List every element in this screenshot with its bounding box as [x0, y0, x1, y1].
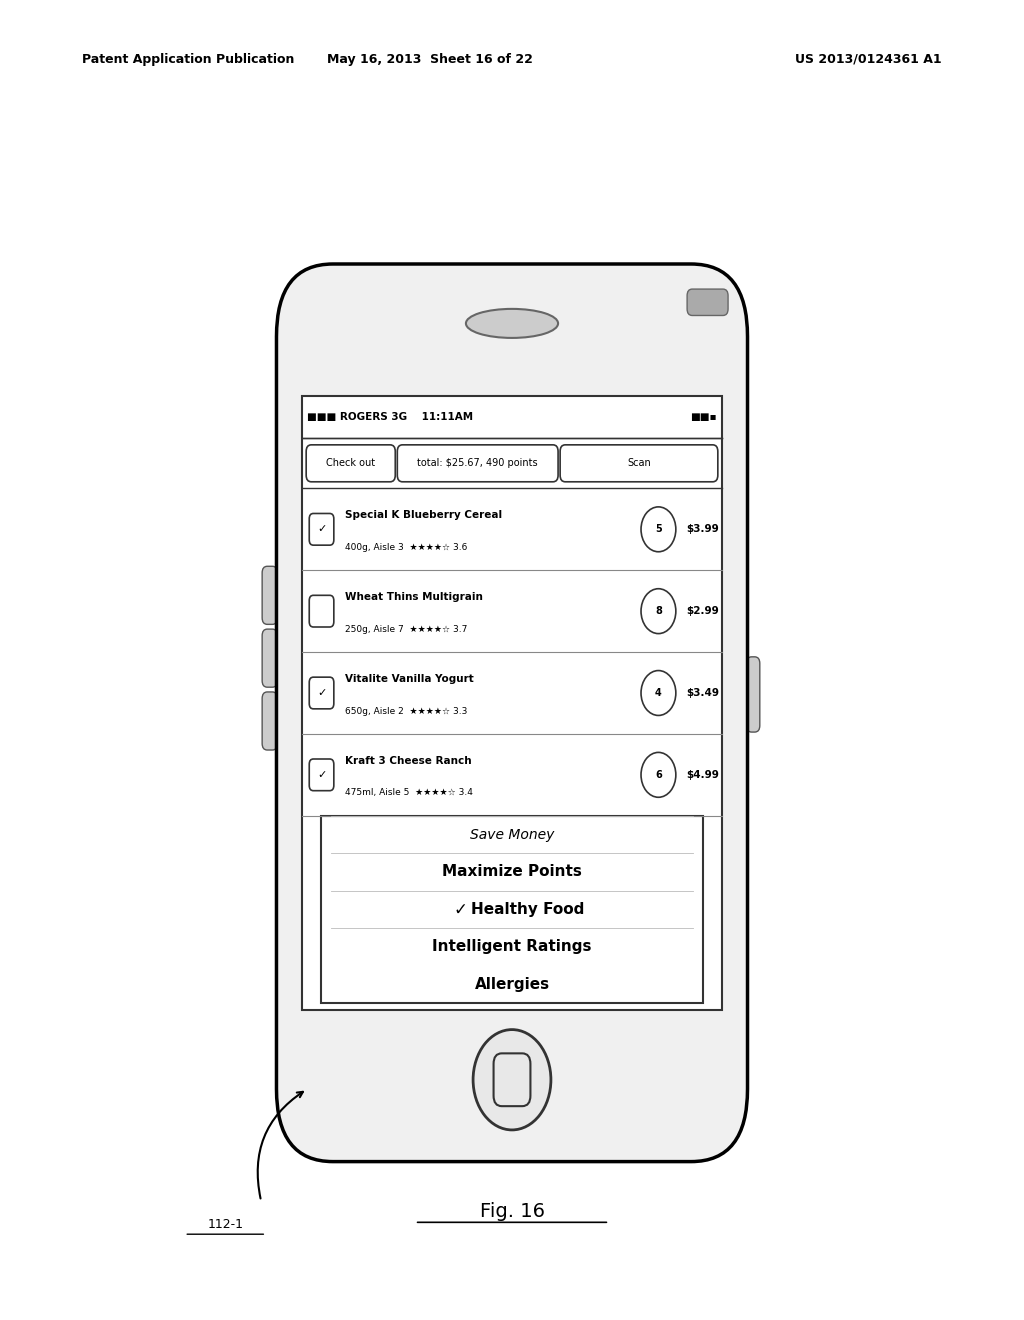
FancyBboxPatch shape	[262, 692, 278, 750]
Text: Scan: Scan	[627, 458, 651, 469]
Text: Save Money: Save Money	[470, 828, 554, 842]
Text: 5: 5	[655, 524, 662, 535]
Text: 112-1: 112-1	[207, 1218, 244, 1232]
Text: $2.99: $2.99	[686, 606, 719, 616]
FancyBboxPatch shape	[309, 595, 334, 627]
Text: Healthy Food: Healthy Food	[471, 902, 584, 917]
FancyBboxPatch shape	[746, 657, 760, 733]
Text: ✓: ✓	[316, 688, 327, 698]
FancyBboxPatch shape	[494, 1053, 530, 1106]
FancyBboxPatch shape	[309, 513, 334, 545]
Text: Patent Application Publication: Patent Application Publication	[82, 53, 294, 66]
Text: Wheat Thins Multigrain: Wheat Thins Multigrain	[345, 593, 483, 602]
Ellipse shape	[466, 309, 558, 338]
Text: ■■▪: ■■▪	[690, 412, 717, 422]
FancyBboxPatch shape	[309, 759, 334, 791]
Text: 650g, Aisle 2  ★★★★☆ 3.3: 650g, Aisle 2 ★★★★☆ 3.3	[345, 706, 468, 715]
Circle shape	[473, 1030, 551, 1130]
Text: Maximize Points: Maximize Points	[442, 865, 582, 879]
Circle shape	[641, 589, 676, 634]
Text: 6: 6	[655, 770, 662, 780]
Text: $3.99: $3.99	[686, 524, 719, 535]
Text: Vitalite Vanilla Yogurt: Vitalite Vanilla Yogurt	[345, 675, 474, 684]
FancyBboxPatch shape	[309, 677, 334, 709]
Text: 400g, Aisle 3  ★★★★☆ 3.6: 400g, Aisle 3 ★★★★☆ 3.6	[345, 543, 468, 552]
Text: Intelligent Ratings: Intelligent Ratings	[432, 940, 592, 954]
Circle shape	[641, 507, 676, 552]
Text: ✓: ✓	[316, 770, 327, 780]
FancyBboxPatch shape	[262, 566, 278, 624]
FancyBboxPatch shape	[560, 445, 718, 482]
Text: ✓: ✓	[454, 900, 468, 919]
Text: Kraft 3 Cheese Ranch: Kraft 3 Cheese Ranch	[345, 756, 472, 766]
Text: US 2013/0124361 A1: US 2013/0124361 A1	[796, 53, 942, 66]
Circle shape	[641, 752, 676, 797]
Text: 475ml, Aisle 5  ★★★★☆ 3.4: 475ml, Aisle 5 ★★★★☆ 3.4	[345, 788, 473, 797]
Text: 4: 4	[655, 688, 662, 698]
Text: $4.99: $4.99	[686, 770, 719, 780]
Text: $3.49: $3.49	[686, 688, 719, 698]
Text: ✓: ✓	[316, 524, 327, 535]
Text: Allergies: Allergies	[474, 977, 550, 991]
FancyBboxPatch shape	[302, 396, 722, 1010]
Circle shape	[641, 671, 676, 715]
FancyBboxPatch shape	[276, 264, 748, 1162]
Text: 8: 8	[655, 606, 662, 616]
FancyBboxPatch shape	[262, 630, 278, 688]
FancyBboxPatch shape	[687, 289, 728, 315]
FancyBboxPatch shape	[397, 445, 558, 482]
Text: 250g, Aisle 7  ★★★★☆ 3.7: 250g, Aisle 7 ★★★★☆ 3.7	[345, 624, 468, 634]
Text: ■■■ ROGERS 3G    11:11AM: ■■■ ROGERS 3G 11:11AM	[307, 412, 473, 422]
FancyBboxPatch shape	[306, 445, 395, 482]
FancyBboxPatch shape	[321, 816, 703, 1003]
Text: total: $25.67, 490 points: total: $25.67, 490 points	[418, 458, 538, 469]
Text: Fig. 16: Fig. 16	[479, 1203, 545, 1221]
Text: Special K Blueberry Cereal: Special K Blueberry Cereal	[345, 511, 502, 520]
Text: Check out: Check out	[327, 458, 375, 469]
Text: May 16, 2013  Sheet 16 of 22: May 16, 2013 Sheet 16 of 22	[327, 53, 534, 66]
